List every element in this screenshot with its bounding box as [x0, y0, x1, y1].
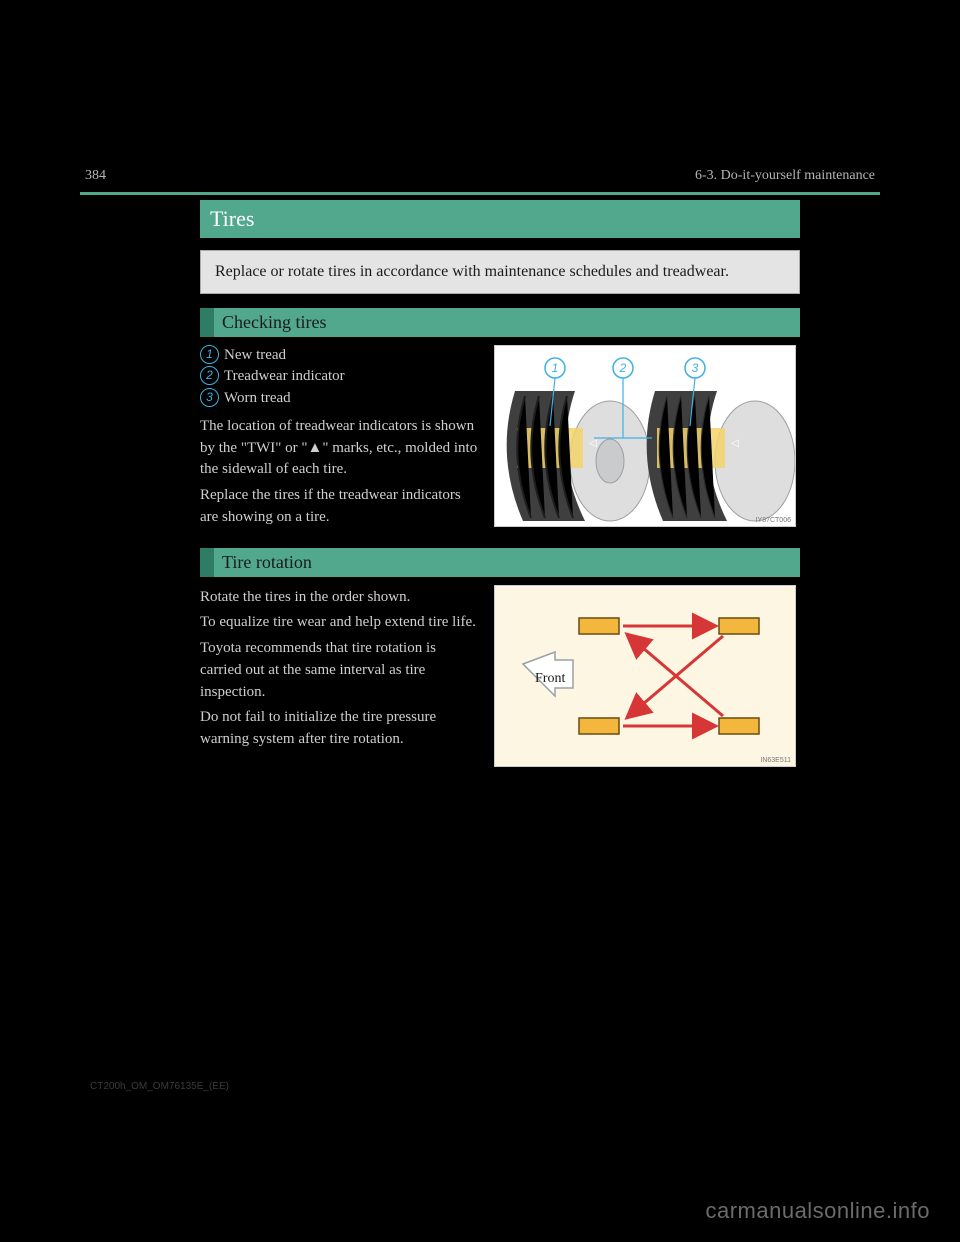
part-number: CT200h_OM_OM76135E_(EE)	[90, 1081, 229, 1092]
rotation-desc-4: Do not fail to initialize the tire press…	[200, 707, 480, 751]
checking-desc-1: The location of treadwear indicators is …	[200, 416, 480, 481]
callout-2: 2Treadwear indicator	[200, 366, 480, 388]
page-number: 384	[85, 168, 106, 184]
callout-2-label: Treadwear indicator	[224, 368, 345, 384]
fig-label-3: 3	[692, 361, 699, 375]
chapter-label: 6-3. Do-it-yourself maintenance	[695, 168, 875, 184]
svg-text:◁: ◁	[731, 438, 739, 449]
checking-desc-2: Replace the tires if the treadwear indic…	[200, 485, 480, 529]
rotation-desc-2: To equalize tire wear and help extend ti…	[200, 612, 480, 634]
figure-code-1: IY87CT006	[756, 517, 792, 524]
rotation-desc-3: Toyota recommends that tire rotation is …	[200, 638, 480, 703]
header-rule	[80, 192, 880, 195]
callout-1: 1New tread	[200, 345, 480, 367]
checking-tires-block: 1New tread 2Treadwear indicator 3Worn tr…	[200, 345, 800, 532]
svg-text:◁: ◁	[589, 438, 597, 449]
subhead-checking: Checking tires	[200, 308, 800, 337]
subhead-rotation: Tire rotation	[200, 548, 800, 577]
callout-3-label: Worn tread	[224, 390, 291, 406]
callout-1-label: New tread	[224, 347, 286, 363]
page-title: Tires	[200, 200, 800, 238]
rotation-desc-1: Rotate the tires in the order shown.	[200, 587, 480, 609]
main-content: Tires Replace or rotate tires in accorda…	[200, 200, 800, 788]
figure-code-2: IN63E511	[760, 757, 791, 764]
tire-tread-figure: ◁ ◁ 1 2	[494, 345, 796, 527]
summary-box: Replace or rotate tires in accordance wi…	[200, 250, 800, 294]
callout-3: 3Worn tread	[200, 388, 480, 410]
footer-watermark: carmanualsonline.info	[705, 1198, 930, 1224]
fig-label-2: 2	[619, 361, 627, 375]
fig-label-1: 1	[552, 361, 559, 375]
tire-rotation-figure: Front IN63E511	[494, 585, 796, 767]
tire-rotation-block: Rotate the tires in the order shown. To …	[200, 585, 800, 772]
front-label: Front	[535, 671, 565, 686]
